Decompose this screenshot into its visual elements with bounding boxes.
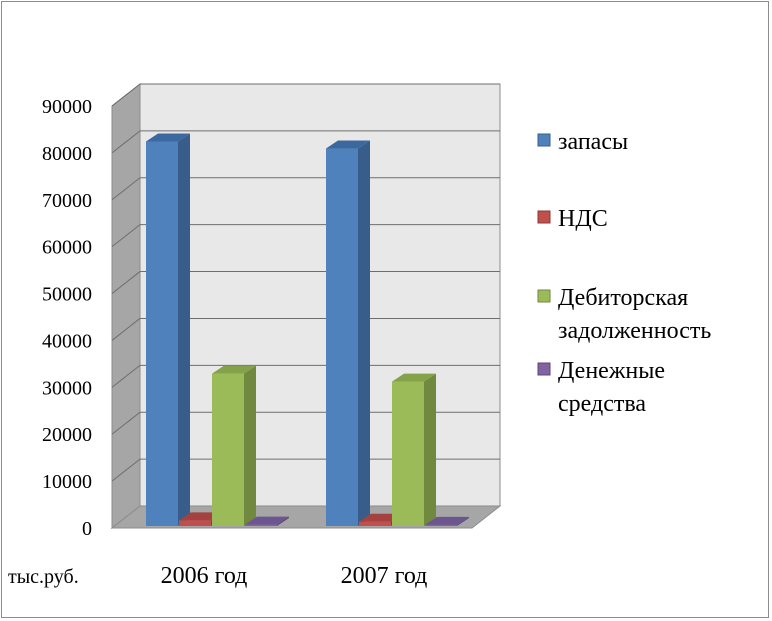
bar-side — [358, 140, 370, 527]
bar-front — [245, 524, 277, 526]
gridline-side — [111, 458, 141, 482]
legend-item: запасы — [537, 129, 628, 155]
y-tick-label: 50000 — [42, 284, 92, 306]
gridline-side — [111, 224, 141, 248]
bar-side — [178, 133, 190, 526]
y-tick-label: 90000 — [42, 96, 92, 118]
bar-top — [212, 365, 256, 374]
y-tick-label: 60000 — [42, 237, 92, 259]
bar — [146, 133, 190, 526]
y-tick-label: 40000 — [42, 330, 92, 352]
y-tick-label: 70000 — [42, 190, 92, 212]
bar-top — [245, 516, 289, 525]
y-tick-label: 10000 — [42, 471, 92, 493]
gridline-side — [111, 130, 141, 154]
bar-side — [457, 516, 469, 526]
legend: запасы НДС Дебиторская задолженность Денежны… — [537, 129, 711, 417]
bar-side — [277, 516, 289, 526]
bar-front — [212, 373, 244, 526]
bar-side — [424, 373, 436, 526]
bar — [326, 140, 370, 527]
side-wall — [111, 82, 141, 530]
gridline-side — [111, 364, 141, 388]
bar — [425, 516, 469, 526]
legend-label: НДС — [558, 206, 608, 232]
y-tick-label: 20000 — [42, 424, 92, 446]
bar-front — [392, 381, 424, 526]
legend-label: задолженность — [558, 318, 711, 344]
y-tick-label: 0 — [82, 518, 92, 540]
bar — [212, 365, 256, 526]
back-wall — [139, 83, 501, 507]
bar-top — [146, 133, 190, 142]
legend-item: Денежные средства — [537, 358, 665, 417]
bar-front — [146, 141, 178, 526]
y-axis-ticks: 0 10000 20000 30000 40000 50000 60000 70000 8000… — [42, 96, 92, 540]
legend-swatch — [537, 133, 551, 147]
legend-label: запасы — [558, 129, 628, 155]
bar-front — [359, 521, 391, 526]
gridline-side — [111, 318, 141, 341]
x-category-label: 2006 год — [161, 563, 248, 589]
gridline-side — [111, 83, 141, 107]
bar — [245, 516, 289, 526]
bar-side — [244, 365, 256, 526]
x-category-label: 2007 год — [341, 563, 428, 589]
gridline-side — [111, 271, 141, 294]
legend-label: Денежные — [558, 358, 665, 384]
bar — [392, 373, 436, 526]
legend-item: НДС — [537, 206, 608, 232]
legend-label: Дебиторская — [558, 285, 688, 311]
bar-top — [425, 516, 469, 525]
legend-swatch — [537, 362, 551, 376]
bar-top — [326, 140, 370, 149]
unit-label: тыс.руб. — [8, 566, 79, 588]
gridline-side — [111, 411, 141, 435]
legend-item: Дебиторская задолженность — [537, 285, 711, 344]
bars — [146, 133, 469, 527]
bar-front — [326, 148, 358, 527]
gridline-side — [111, 177, 141, 201]
bar-front — [179, 520, 211, 526]
bar-front — [425, 524, 457, 526]
legend-swatch — [537, 289, 551, 303]
gridlines — [111, 83, 500, 482]
bar-top — [392, 373, 436, 382]
y-tick-label: 80000 — [42, 143, 92, 165]
legend-swatch — [537, 210, 551, 224]
legend-label: средства — [558, 391, 646, 417]
y-tick-label: 30000 — [42, 377, 92, 399]
